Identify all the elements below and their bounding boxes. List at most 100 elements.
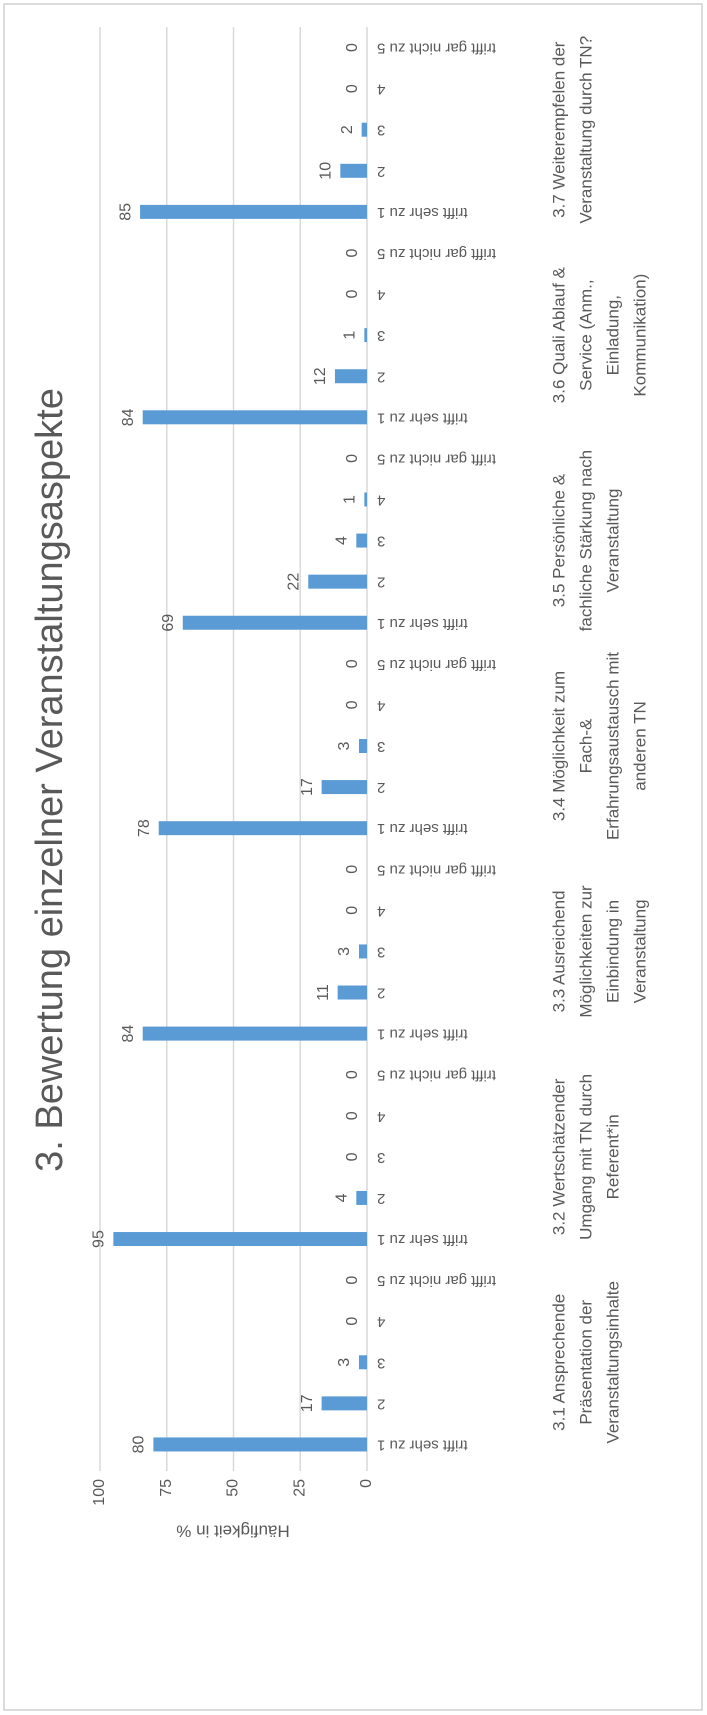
group-label: anderen TN — [630, 701, 649, 790]
value-label: 3 — [336, 947, 353, 956]
x-tick-label: trifft sehr zu 1 — [377, 204, 468, 221]
group-label: 3.1 Ansprechende — [549, 1294, 568, 1431]
value-label: 17 — [299, 778, 316, 796]
value-label: 0 — [344, 700, 361, 709]
chart-body: 3. Bewertung einzelner Veranstaltungsasp… — [29, 27, 649, 1541]
x-tick-label: trifft gar nicht zu 5 — [377, 40, 496, 57]
x-tick-label: trifft sehr zu 1 — [377, 1026, 468, 1043]
x-tick-label: trifft sehr zu 1 — [377, 615, 468, 632]
value-label: 11 — [315, 984, 332, 1001]
bar — [321, 780, 367, 795]
value-label: 4 — [334, 1193, 351, 1202]
x-tick-label: 3 — [377, 943, 385, 960]
bar — [182, 615, 367, 630]
x-tick-label: trifft gar nicht zu 5 — [377, 245, 496, 262]
x-tick-label: 2 — [377, 574, 385, 591]
bar — [340, 163, 367, 178]
bar — [153, 1437, 367, 1452]
value-label: 0 — [344, 1111, 361, 1120]
group-label: Service (Anm., — [576, 279, 595, 390]
group-label: Fach-& — [576, 718, 595, 773]
group-label: 3.4 Möglichkeit zum — [549, 671, 568, 821]
value-label: 0 — [344, 290, 361, 299]
bar — [364, 492, 367, 507]
value-label: 12 — [312, 367, 329, 385]
y-tick-label: 0 — [358, 1479, 375, 1488]
x-tick-label: 2 — [377, 1395, 385, 1412]
x-tick-label: 4 — [377, 697, 385, 714]
value-label: 0 — [344, 454, 361, 463]
bar — [356, 533, 368, 548]
x-tick-label: 2 — [377, 368, 385, 385]
value-label: 69 — [160, 614, 177, 632]
group-label: Einladung, — [603, 295, 622, 375]
x-tick-label: 3 — [377, 738, 385, 755]
group-label: fachliche Stärkung nach — [576, 450, 595, 631]
value-label: 0 — [344, 1317, 361, 1326]
x-tick-label: 3 — [377, 122, 385, 139]
value-label: 10 — [318, 162, 335, 180]
x-tick-label: 4 — [377, 286, 385, 303]
x-tick-label: trifft sehr zu 1 — [377, 1231, 468, 1248]
bar — [140, 204, 367, 219]
x-tick-label: 4 — [377, 1108, 385, 1125]
x-tick-label: trifft gar nicht zu 5 — [377, 1067, 496, 1084]
x-tick-label: 3 — [377, 1354, 385, 1371]
group-label: 3.7 Weiterempfelen der — [549, 41, 568, 218]
value-label: 0 — [344, 1152, 361, 1161]
group-label: Umgang mit TN durch — [576, 1074, 595, 1240]
value-label: 84 — [120, 1025, 137, 1043]
y-tick-label: 25 — [291, 1479, 308, 1497]
value-label: 0 — [344, 1070, 361, 1079]
group-label: Veranstaltung — [603, 489, 622, 593]
bar — [142, 1026, 367, 1041]
value-label: 0 — [344, 659, 361, 668]
x-tick-label: 2 — [377, 779, 385, 796]
value-label: 78 — [136, 819, 153, 837]
group-label: Präsentation der — [576, 1300, 595, 1425]
value-label: 0 — [344, 865, 361, 874]
value-label: 84 — [120, 408, 137, 426]
value-label: 80 — [131, 1435, 148, 1453]
value-label: 95 — [91, 1230, 108, 1248]
group-label: Möglichkeiten zur — [576, 885, 595, 1018]
x-tick-label: 2 — [377, 163, 385, 180]
group-label: Referent*in — [603, 1114, 622, 1199]
x-tick-label: 4 — [377, 492, 385, 509]
value-label: 22 — [285, 573, 302, 591]
x-tick-label: trifft gar nicht zu 5 — [377, 861, 496, 878]
x-tick-label: trifft sehr zu 1 — [377, 1436, 468, 1453]
y-tick-label: 50 — [225, 1479, 242, 1497]
group-label: 3.3 Ausreichend — [549, 890, 568, 1012]
bar — [358, 1355, 367, 1370]
value-label: 0 — [344, 1276, 361, 1285]
value-label: 0 — [344, 248, 361, 257]
bar — [113, 1232, 367, 1247]
bar — [364, 328, 367, 343]
bar — [361, 122, 368, 137]
y-axis-title: Häufigkeit in % — [176, 1522, 289, 1541]
value-label: 0 — [344, 43, 361, 52]
bar — [308, 574, 368, 589]
x-tick-label: trifft gar nicht zu 5 — [377, 656, 496, 673]
x-tick-label: 2 — [377, 1190, 385, 1207]
value-label: 1 — [342, 495, 359, 504]
x-tick-label: trifft gar nicht zu 5 — [377, 1272, 496, 1289]
chart-border — [3, 3, 703, 1711]
group-label: 3.2 Wertschätzender — [549, 1078, 568, 1235]
x-tick-label: 4 — [377, 1313, 385, 1330]
value-label: 2 — [339, 125, 356, 134]
group-label: 3.6 Quali Ablauf & — [549, 266, 568, 403]
x-tick-label: 3 — [377, 1149, 385, 1166]
group-label: Einbindung in — [603, 900, 622, 1003]
group-label: Erfahrungsaustausch mit — [603, 652, 622, 840]
value-label: 4 — [334, 536, 351, 545]
bar — [142, 410, 367, 425]
bar — [334, 369, 367, 384]
value-label: 85 — [117, 203, 134, 221]
group-label: Kommunikation) — [630, 274, 649, 397]
bar — [321, 1396, 367, 1411]
x-tick-label: 4 — [377, 902, 385, 919]
